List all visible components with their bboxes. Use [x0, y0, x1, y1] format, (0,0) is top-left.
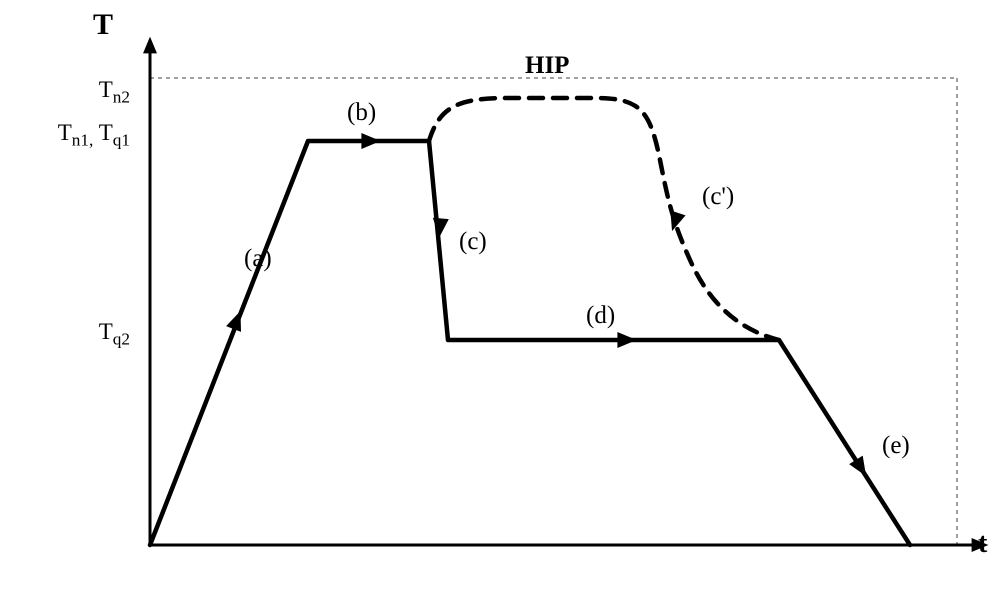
segment-label-b: (b): [347, 99, 376, 127]
arrow-a: [226, 308, 248, 332]
y-axis-label: T: [93, 8, 113, 42]
arrow-cprime: [664, 210, 685, 233]
segment-label-e: (e): [882, 432, 910, 460]
tick-Tn2: Tn2: [99, 77, 130, 108]
arrow-b: [361, 133, 380, 149]
segment-label-a: (a): [244, 245, 272, 273]
tick-Tn1-Tq1: Tn1, Tq1: [58, 120, 130, 151]
segment-label-c: (c): [459, 228, 487, 256]
y-axis-arrow: [143, 37, 157, 54]
arrow-c: [431, 218, 449, 239]
plot-svg: [0, 0, 1000, 593]
x-axis-label: t: [978, 528, 987, 560]
diagram-canvas: T t Tn2 Tn1, Tq1 Tq2 HIP (a) (b) (c) (c'…: [0, 0, 1000, 593]
segment-label-d: (d): [586, 302, 615, 330]
segment-label-cp: (c'): [702, 183, 734, 211]
hip-label: HIP: [525, 52, 569, 80]
tick-Tq2: Tq2: [99, 319, 130, 350]
arrow-d: [617, 332, 636, 348]
solid-curve: [150, 141, 910, 545]
